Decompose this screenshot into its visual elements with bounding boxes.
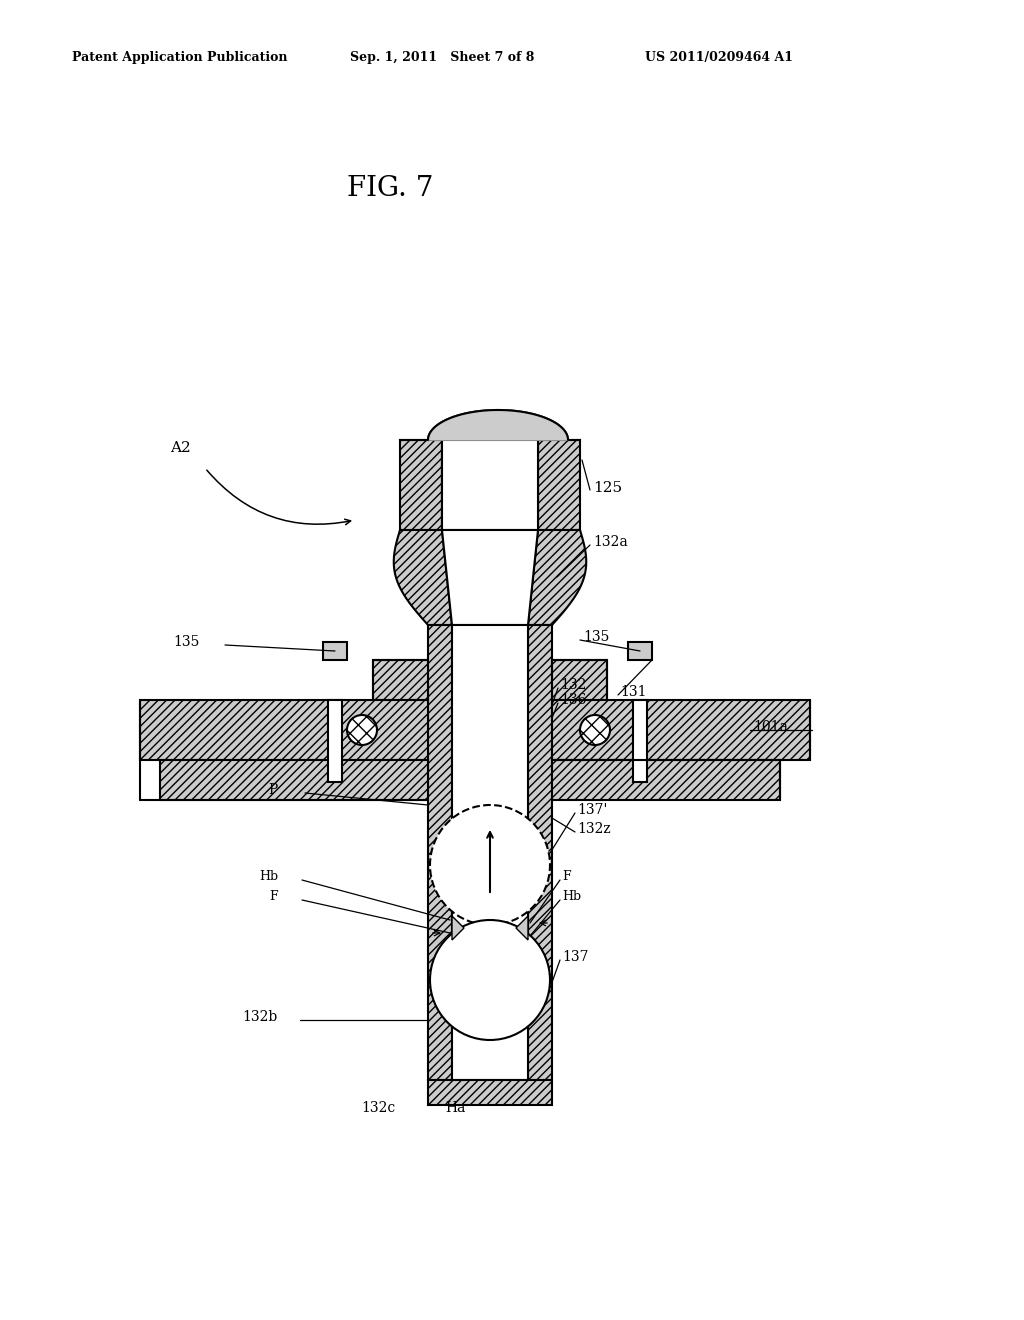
Bar xyxy=(442,440,538,531)
Text: 132: 132 xyxy=(560,678,587,692)
Text: 137': 137' xyxy=(577,803,607,817)
Text: P: P xyxy=(268,783,278,797)
Text: 101a: 101a xyxy=(753,719,787,734)
Text: Patent Application Publication: Patent Application Publication xyxy=(72,51,288,65)
Text: 132z: 132z xyxy=(577,822,610,836)
Text: Hb: Hb xyxy=(562,891,582,903)
Text: 132a: 132a xyxy=(593,535,628,549)
Bar xyxy=(373,660,428,700)
Polygon shape xyxy=(400,411,580,440)
Text: FIG. 7: FIG. 7 xyxy=(347,174,433,202)
Text: US 2011/0209464 A1: US 2011/0209464 A1 xyxy=(645,51,793,65)
Bar xyxy=(528,624,552,1080)
Bar xyxy=(140,700,428,760)
Bar xyxy=(160,760,428,800)
Text: F: F xyxy=(562,870,570,883)
Text: 132b: 132b xyxy=(243,1010,278,1024)
Text: 132c: 132c xyxy=(360,1101,395,1115)
Bar xyxy=(323,642,347,660)
Bar xyxy=(452,624,528,1080)
Text: Hb: Hb xyxy=(259,870,278,883)
Bar xyxy=(552,660,607,700)
Bar xyxy=(628,642,652,660)
Polygon shape xyxy=(516,916,528,940)
Polygon shape xyxy=(452,916,464,940)
Text: 135: 135 xyxy=(174,635,200,649)
Polygon shape xyxy=(400,440,442,531)
Text: 135: 135 xyxy=(583,630,609,644)
Circle shape xyxy=(430,920,550,1040)
Circle shape xyxy=(347,715,377,744)
Text: 131: 131 xyxy=(620,685,646,700)
Bar xyxy=(552,760,780,800)
Polygon shape xyxy=(538,440,580,531)
Bar xyxy=(442,440,538,531)
Bar xyxy=(552,700,810,760)
Bar xyxy=(428,624,452,1080)
Circle shape xyxy=(430,805,550,925)
Text: A2: A2 xyxy=(170,441,190,455)
Text: 136: 136 xyxy=(560,693,587,708)
Polygon shape xyxy=(442,531,538,624)
Circle shape xyxy=(580,715,610,744)
Polygon shape xyxy=(394,531,452,624)
Text: Sep. 1, 2011   Sheet 7 of 8: Sep. 1, 2011 Sheet 7 of 8 xyxy=(350,51,535,65)
Bar xyxy=(428,1080,552,1105)
Text: 137: 137 xyxy=(562,950,589,964)
Bar xyxy=(633,700,647,781)
Text: Ha: Ha xyxy=(444,1101,465,1115)
Polygon shape xyxy=(528,531,587,624)
Bar xyxy=(328,700,342,781)
Text: 125: 125 xyxy=(593,480,623,495)
Text: F: F xyxy=(269,891,278,903)
